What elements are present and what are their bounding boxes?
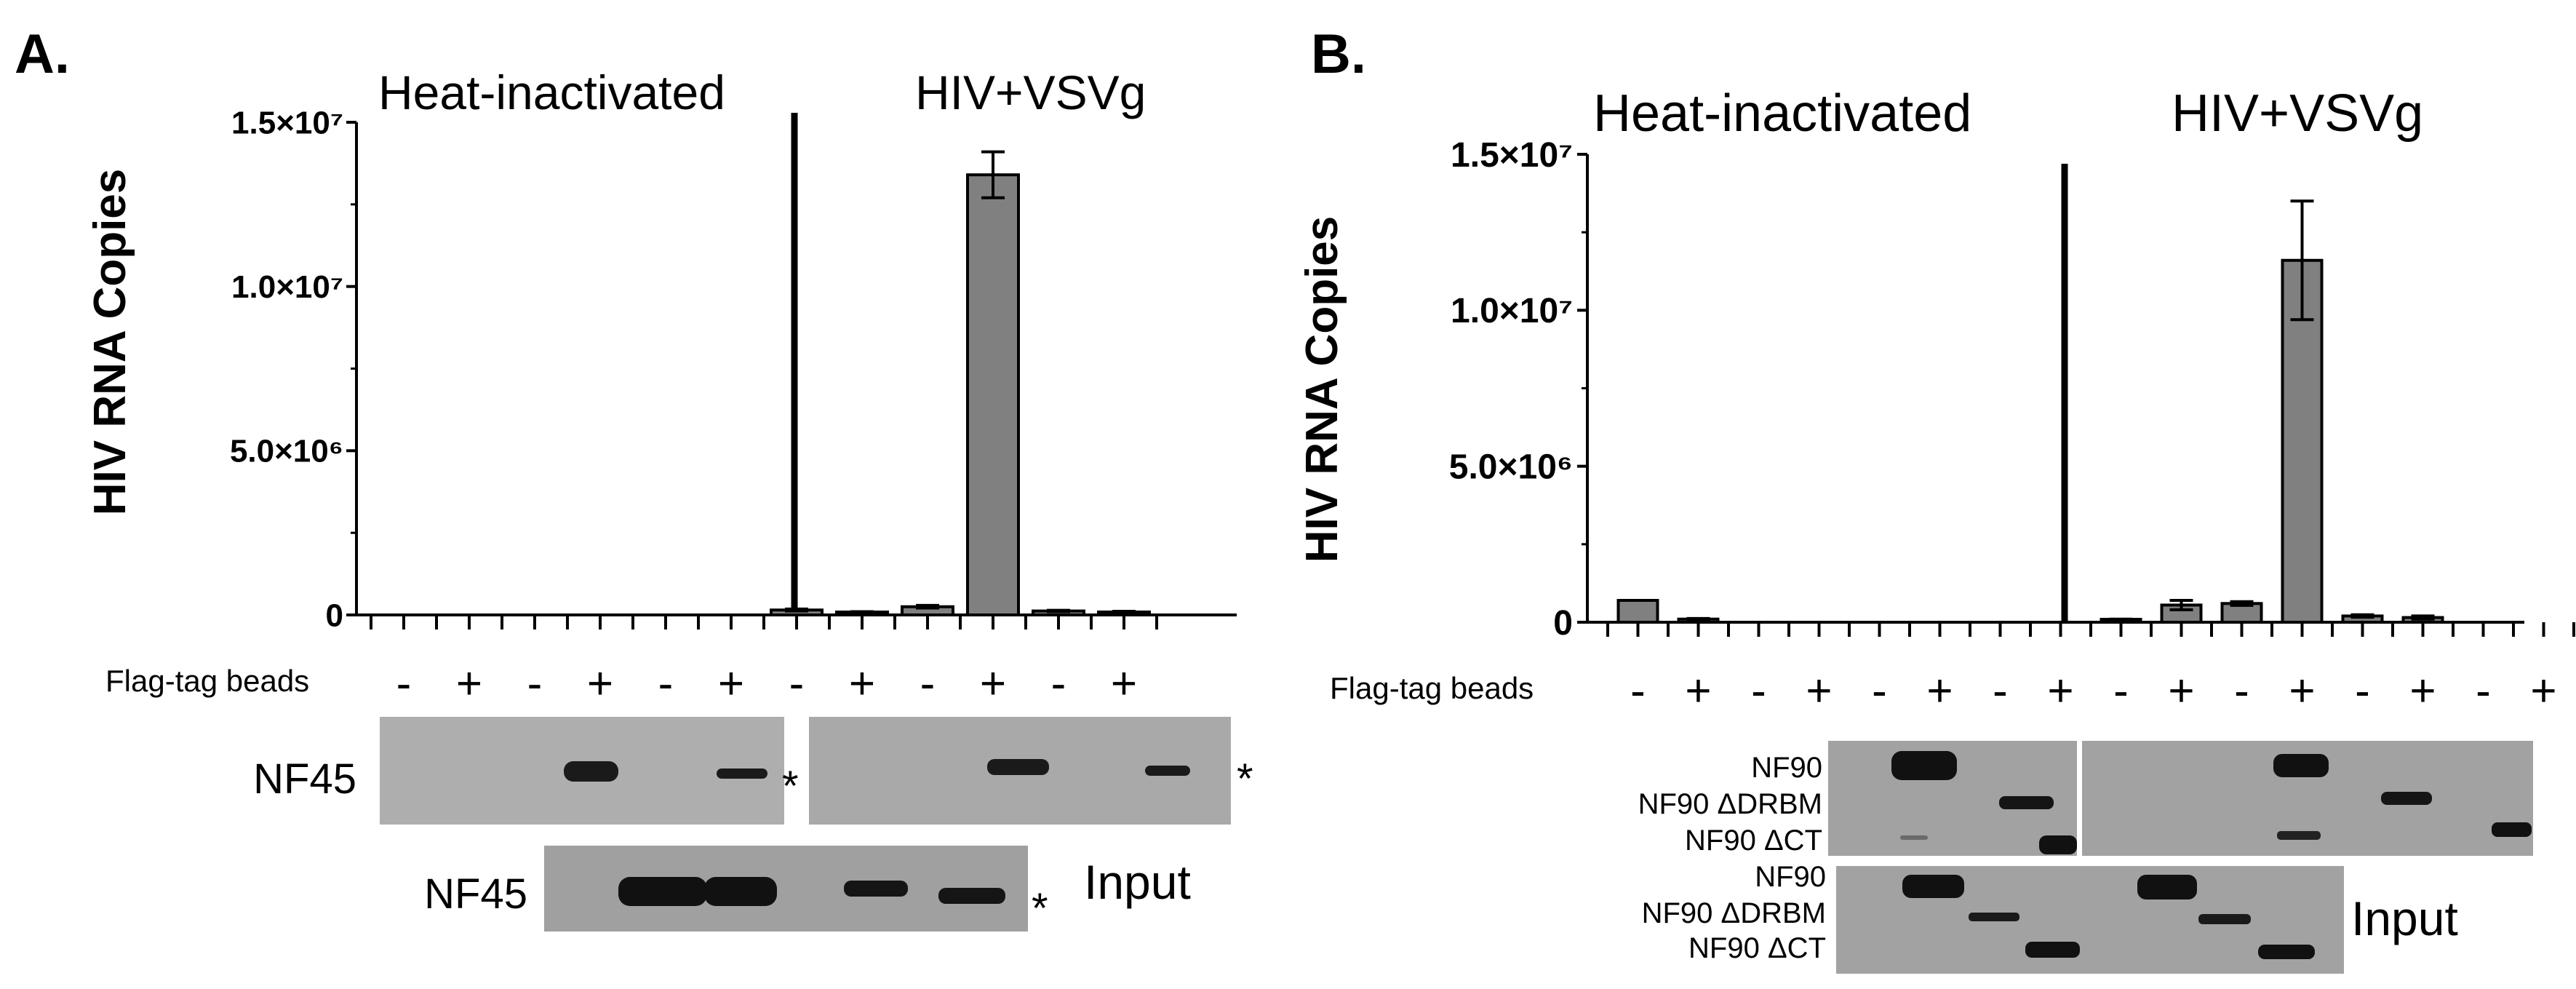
panel-b-input-label-nf90: NF90 bbox=[1755, 861, 1826, 893]
panel-b-ip-band bbox=[1900, 835, 1928, 840]
bead-sign-plus: + bbox=[2289, 666, 2315, 716]
panel-a-ip-asterisk-left: * bbox=[782, 763, 799, 810]
bead-sign-plus: + bbox=[2409, 666, 2436, 716]
y-tick-label: 0 bbox=[1553, 604, 1573, 643]
panel-a-flag-tag-beads-label: Flag-tag beads bbox=[105, 664, 309, 698]
panel-a-input-band bbox=[938, 888, 1005, 904]
panel-b-input-label: Input bbox=[2351, 891, 2458, 945]
panel-a-ip-band bbox=[717, 768, 767, 779]
panel-a-bead-signs: - + - + - + - + - + - + bbox=[396, 659, 1137, 709]
panel-a-label: A. bbox=[15, 23, 70, 85]
panel-a-x-ticks bbox=[370, 615, 1158, 629]
panel-a-ip-band bbox=[564, 761, 618, 782]
panel-b-ip-band bbox=[2492, 822, 2532, 837]
panel-b-ip-band bbox=[2273, 754, 2329, 777]
y-tick-label: 5.0×10⁶ bbox=[1449, 448, 1573, 486]
bead-sign-minus: - bbox=[789, 659, 805, 709]
panel-b-input-label-nf90-dct: NF90 ΔCT bbox=[1688, 932, 1826, 964]
panel-a-bars bbox=[770, 150, 1151, 617]
bead-sign-plus: + bbox=[1685, 666, 1711, 716]
panel-b-ip-label-nf90: NF90 bbox=[1751, 752, 1822, 784]
bead-sign-minus: - bbox=[1993, 666, 2008, 716]
y-tick-label: 1.5×10⁷ bbox=[231, 105, 343, 140]
panel-b: B. Heat-inactivated HIV+VSVg HIV RNA Cop… bbox=[1297, 23, 2575, 974]
panel-b-input-band bbox=[2258, 945, 2315, 959]
bead-sign-plus: + bbox=[718, 659, 744, 709]
bead-sign-minus: - bbox=[1051, 659, 1066, 709]
panel-a-input-band bbox=[704, 877, 777, 906]
panel-b-hiv-vsvg-label: HIV+VSVg bbox=[2172, 84, 2423, 143]
bead-sign-minus: - bbox=[527, 659, 543, 709]
bead-sign-minus: - bbox=[2234, 666, 2249, 716]
panel-a-y-axis-label: HIV RNA Copies bbox=[85, 169, 135, 516]
bead-sign-plus: + bbox=[2530, 666, 2556, 716]
panel-b-ip-label-nf90-ddrbm: NF90 ΔDRBM bbox=[1638, 788, 1822, 820]
y-tick-label: 1.0×10⁷ bbox=[231, 269, 343, 305]
panel-b-input-band bbox=[2137, 875, 2197, 899]
bead-sign-minus: - bbox=[658, 659, 674, 709]
panel-b-input-label-nf90-ddrbm: NF90 ΔDRBM bbox=[1642, 897, 1826, 929]
bead-sign-minus: - bbox=[920, 659, 936, 709]
panel-a-input-band bbox=[618, 877, 707, 906]
panel-b-input-band bbox=[1969, 913, 2019, 921]
bead-sign-plus: + bbox=[1806, 666, 1832, 716]
panel-b-input-band bbox=[2198, 914, 2251, 924]
panel-b-bead-signs: - + - + - + - + - + - + - + - + bbox=[1630, 666, 2556, 716]
panel-b-y-axis-label: HIV RNA Copies bbox=[1297, 216, 1347, 563]
bead-sign-minus: - bbox=[1751, 666, 1766, 716]
bead-sign-minus: - bbox=[2355, 666, 2370, 716]
panel-a: A. Heat-inactivated HIV+VSVg HIV RNA Cop… bbox=[15, 23, 1253, 932]
bead-sign-minus: - bbox=[1630, 666, 1646, 716]
y-tick-label: 0 bbox=[326, 597, 343, 633]
bead-sign-minus: - bbox=[1872, 666, 1887, 716]
panel-a-input-band bbox=[844, 881, 908, 897]
panel-a-heat-inactivated-label: Heat-inactivated bbox=[378, 65, 725, 119]
bead-sign-plus: + bbox=[587, 659, 613, 709]
panel-b-ip-band bbox=[2277, 831, 2321, 840]
panel-a-y-ticks: 0 5.0×10⁶ 1.0×10⁷ 1.5×10⁷ bbox=[230, 105, 356, 633]
panel-a-input-blot-label: NF45 bbox=[424, 870, 527, 918]
bead-sign-minus: - bbox=[2476, 666, 2491, 716]
panel-b-input-band bbox=[2025, 942, 2080, 958]
panel-b-ip-label-nf90-dct: NF90 ΔCT bbox=[1685, 825, 1822, 857]
bead-sign-plus: + bbox=[1111, 659, 1137, 709]
panel-a-chart: 0 5.0×10⁶ 1.0×10⁷ 1.5×10⁷ bbox=[230, 105, 1237, 633]
panel-a-ip-blot-label: NF45 bbox=[253, 755, 356, 803]
panel-b-heat-inactivated-label: Heat-inactivated bbox=[1593, 84, 1971, 143]
panel-b-input-band bbox=[1902, 875, 1964, 898]
y-tick-label: 5.0×10⁶ bbox=[230, 434, 343, 469]
bead-sign-plus: + bbox=[849, 659, 875, 709]
y-tick-label: 1.0×10⁷ bbox=[1451, 292, 1573, 330]
panel-b-ip-band bbox=[2381, 792, 2432, 805]
panel-b-y-ticks: 0 5.0×10⁶ 1.0×10⁷ 1.5×10⁷ bbox=[1449, 136, 1587, 643]
bead-sign-minus: - bbox=[396, 659, 412, 709]
panel-a-hiv-vsvg-label: HIV+VSVg bbox=[915, 65, 1146, 119]
panel-a-input-asterisk: * bbox=[1032, 885, 1048, 932]
bar bbox=[966, 173, 1020, 617]
bead-sign-plus: + bbox=[456, 659, 482, 709]
panel-b-chart: 0 5.0×10⁶ 1.0×10⁷ 1.5×10⁷ bbox=[1449, 136, 2575, 643]
bead-sign-plus: + bbox=[1926, 666, 1953, 716]
bead-sign-minus: - bbox=[2113, 666, 2129, 716]
panel-b-ip-band bbox=[1891, 751, 1957, 780]
panel-a-input-label: Input bbox=[1084, 855, 1191, 909]
panel-a-ip-asterisk-right: * bbox=[1237, 755, 1253, 803]
bead-sign-plus: + bbox=[980, 659, 1006, 709]
panel-a-ip-band bbox=[1145, 766, 1190, 776]
y-tick-label: 1.5×10⁷ bbox=[1451, 136, 1573, 175]
panel-b-ip-band bbox=[2039, 835, 2077, 854]
panel-a-ip-band bbox=[987, 759, 1049, 775]
panel-b-flag-tag-beads-label: Flag-tag beads bbox=[1330, 671, 1534, 705]
panel-b-label: B. bbox=[1311, 23, 1366, 85]
panel-b-bars bbox=[1616, 199, 2444, 624]
panel-b-ip-band bbox=[1999, 796, 2054, 809]
bead-sign-plus: + bbox=[2047, 666, 2073, 716]
bead-sign-plus: + bbox=[2168, 666, 2194, 716]
bar bbox=[1616, 598, 1659, 624]
panel-b-x-ticks bbox=[1606, 622, 2575, 637]
